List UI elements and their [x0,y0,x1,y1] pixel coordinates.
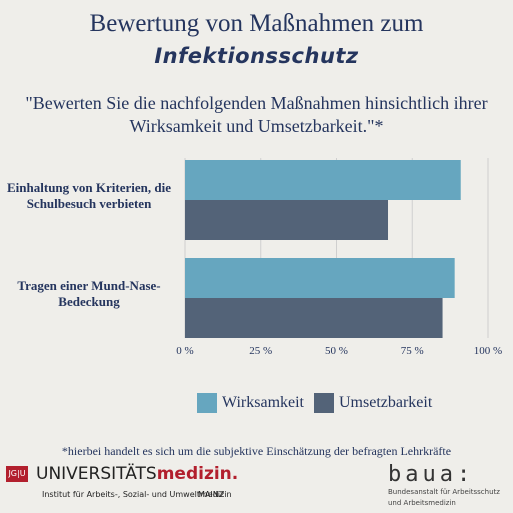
mainz-label: MAINZ [198,490,225,499]
jgu-logo-mark: JG|U [6,466,28,482]
legend-swatch-umsetzbarkeit [314,393,334,413]
bar [185,258,455,298]
baua-logo: baua: Bundesanstalt für Arbeitsschutz un… [388,464,508,508]
legend-label-wirksamkeit: Wirksamkeit [222,394,304,411]
chart-title: Bewertung von Maßnahmen zum [89,10,424,37]
x-tick-label: 25 % [249,345,272,357]
baua-subtitle-2: und Arbeitsmedizin [388,499,456,507]
bar [185,298,443,338]
footnote: *hierbei handelt es sich um die subjekti… [61,444,452,458]
baua-wordmark: baua: [388,462,475,487]
chart-subtitle: Infektionsschutz [154,44,359,68]
legend-item-wirksamkeit: Wirksamkeit [197,393,304,413]
survey-question: "Bewerten Sie die nachfolgenden Maßnahme… [25,93,488,136]
legend-item-umsetzbarkeit: Umsetzbarkeit [314,393,432,413]
institute-name: Institut für Arbeits-, Sozial- und Umwel… [42,490,232,499]
bar [185,200,389,240]
legend-label-umsetzbarkeit: Umsetzbarkeit [339,394,433,411]
baua-subtitle-1: Bundesanstalt für Arbeitsschutz [388,488,500,496]
x-tick-label: 50 % [325,345,348,357]
x-tick-label: 0 % [176,345,193,357]
x-tick-label: 100 % [474,345,502,357]
category-label: Einhaltung von Kriterien, die Schulbesuch… [7,180,171,211]
bar-chart: 0 % 25 % 50 % 75 % 100 % Einhaltung von Krite… [7,158,502,357]
legend-swatch-wirksamkeit [197,393,217,413]
category-label: Tragen einer Mund-Nase-Bedeckung [17,278,160,309]
x-tick-label: 75 % [401,345,424,357]
legend: Wirksamkeit Umsetzbarkeit [197,393,432,413]
uni-wordmark: UNIVERSITÄTSmedizin. [36,464,239,484]
bar [185,160,461,200]
